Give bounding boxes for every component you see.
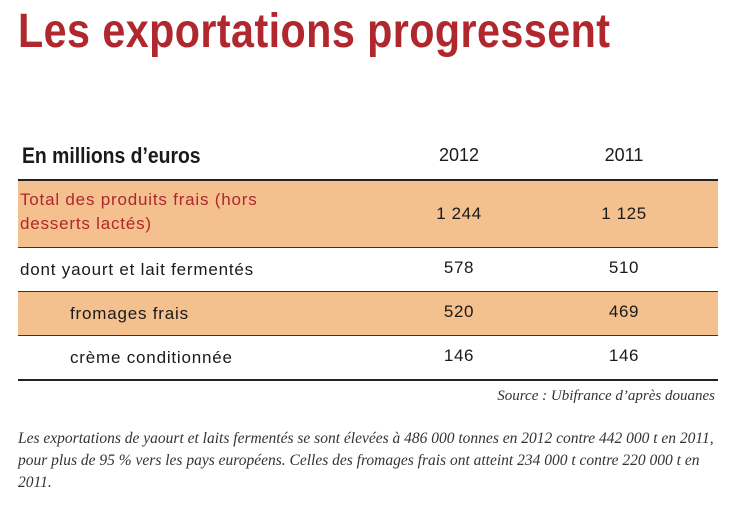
value-2011: 146	[608, 346, 640, 365]
row-label: crème conditionnée	[70, 348, 233, 367]
year-2011-header: 2011	[604, 145, 644, 165]
value-2012: 520	[443, 302, 475, 321]
page-title: Les exportations progressent	[18, 5, 611, 58]
value-2012: 578	[443, 258, 475, 277]
export-table: En millions d’euros 2012 2011 Total des …	[18, 133, 718, 381]
table-header: En millions d’euros 2012 2011	[18, 133, 718, 181]
table-row: dont yaourt et lait fermentés 578 510	[18, 248, 718, 292]
unit-header: En millions d’euros	[22, 143, 201, 168]
value-2012: 146	[443, 346, 475, 365]
year-2012-header: 2012	[438, 145, 480, 165]
source-note: Source : Ubifrance d’après douanes	[497, 388, 715, 404]
row-label: fromages frais	[70, 304, 189, 323]
value-2011: 1 125	[601, 204, 647, 223]
row-label: dont yaourt et lait fermentés	[20, 260, 254, 279]
table-row: Total des produits frais (hors desserts …	[18, 181, 718, 248]
table-row: crème conditionnée 146 146	[18, 336, 718, 381]
value-2011: 469	[608, 302, 640, 321]
row-label: Total des produits frais (hors desserts …	[20, 190, 258, 233]
caption: Les exportations de yaourt et laits ferm…	[18, 430, 714, 491]
value-2012: 1 244	[436, 204, 482, 223]
table-row: fromages frais 520 469	[18, 292, 718, 336]
value-2011: 510	[608, 258, 640, 277]
